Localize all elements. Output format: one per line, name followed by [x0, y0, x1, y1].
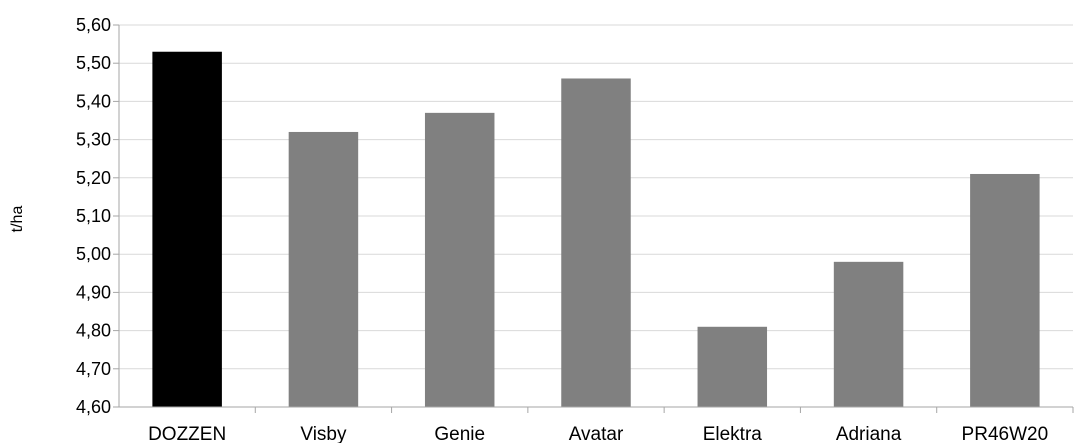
x-category-label: Adriana: [836, 424, 902, 443]
x-category-label: Genie: [434, 424, 485, 443]
x-category-label: Visby: [300, 424, 347, 443]
bar-avatar: [561, 78, 631, 407]
y-tick-label: 4,80: [76, 321, 111, 341]
y-tick-label: 5,20: [76, 168, 111, 188]
bars: [152, 51, 1040, 408]
y-axis-title: t/ha: [9, 206, 26, 233]
bar-visby: [288, 131, 359, 407]
bar-elektra: [697, 326, 768, 407]
y-tick-label: 5,30: [76, 130, 111, 150]
y-tick-label: 4,60: [76, 397, 111, 417]
x-category-label: PR46W20: [962, 424, 1049, 443]
bar-adriana: [833, 261, 904, 407]
y-tick-label: 5,50: [76, 53, 111, 73]
y-tick-label: 5,40: [76, 91, 111, 111]
bar-pr46w20: [970, 173, 1040, 407]
y-tick-label: 4,90: [76, 282, 111, 302]
x-category-label: Elektra: [703, 424, 763, 443]
x-category-label: DOZZEN: [148, 424, 226, 443]
axes: [113, 24, 1074, 413]
bar-genie: [424, 112, 495, 408]
bar-dozzen: [152, 51, 222, 408]
y-tick-label: 5,00: [76, 244, 111, 264]
y-tick-label: 5,10: [76, 206, 111, 226]
y-tick-labels: 5,60 5,50 5,40 5,30 5,20 5,10 5,00 4,90 4,80 4,70…: [76, 15, 111, 417]
x-category-labels: DOZZEN Visby Genie Avatar Elektra Adriana PR46…: [148, 424, 1048, 443]
x-category-label: Avatar: [569, 424, 624, 443]
y-tick-label: 4,70: [76, 359, 111, 379]
y-tick-label: 5,60: [76, 15, 111, 35]
